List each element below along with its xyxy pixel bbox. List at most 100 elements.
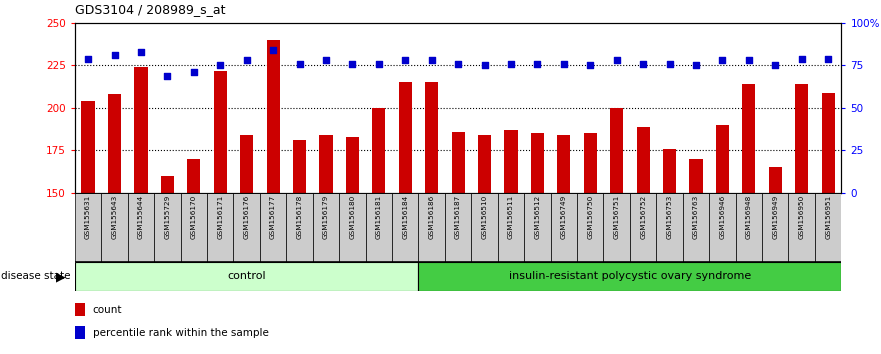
Text: GSM156184: GSM156184	[403, 195, 408, 239]
Text: GSM156187: GSM156187	[455, 195, 461, 239]
Point	[319, 58, 333, 63]
Bar	[101, 193, 128, 262]
Text: GSM156179: GSM156179	[323, 195, 329, 239]
Point	[689, 63, 703, 68]
Bar	[577, 193, 603, 262]
Point	[768, 63, 782, 68]
Point	[610, 58, 624, 63]
Bar	[286, 193, 313, 262]
Bar	[398, 82, 411, 193]
Text: GSM155729: GSM155729	[165, 195, 170, 239]
Point	[266, 47, 280, 53]
Point	[821, 56, 835, 62]
Bar	[583, 133, 597, 193]
Point	[530, 61, 544, 67]
Bar	[418, 193, 445, 262]
Text: GSM155644: GSM155644	[138, 195, 144, 239]
Point	[425, 58, 439, 63]
Bar	[75, 193, 101, 262]
Text: GSM155643: GSM155643	[112, 195, 117, 239]
Bar	[656, 193, 683, 262]
Bar	[373, 108, 386, 193]
Text: disease state: disease state	[1, 272, 70, 281]
Bar	[815, 193, 841, 262]
Text: percentile rank within the sample: percentile rank within the sample	[93, 327, 269, 338]
Bar	[81, 101, 95, 193]
Text: GSM156170: GSM156170	[191, 195, 196, 239]
Bar	[418, 262, 841, 291]
Point	[345, 61, 359, 67]
Bar	[260, 193, 286, 262]
Text: GSM156752: GSM156752	[640, 195, 646, 239]
Bar	[187, 159, 201, 193]
Text: GSM156512: GSM156512	[535, 195, 540, 239]
Bar	[715, 125, 729, 193]
Point	[398, 58, 412, 63]
Bar	[292, 140, 307, 193]
Bar	[498, 193, 524, 262]
Bar	[135, 67, 148, 193]
Bar	[161, 176, 174, 193]
Text: control: control	[227, 272, 266, 281]
Point	[663, 61, 677, 67]
Bar	[471, 193, 498, 262]
Bar	[795, 84, 809, 193]
Text: GSM156753: GSM156753	[667, 195, 672, 239]
Text: GSM156510: GSM156510	[482, 195, 487, 239]
Bar	[530, 133, 544, 193]
Bar	[557, 135, 571, 193]
Bar	[762, 193, 788, 262]
Bar	[742, 84, 756, 193]
Text: GSM156177: GSM156177	[270, 195, 276, 239]
Bar	[75, 326, 85, 339]
Bar	[426, 82, 439, 193]
Text: GSM156749: GSM156749	[561, 195, 566, 239]
Bar	[524, 193, 551, 262]
Point	[107, 52, 122, 58]
Point	[742, 58, 756, 63]
Text: insulin-resistant polycystic ovary syndrome: insulin-resistant polycystic ovary syndr…	[509, 272, 751, 281]
Text: GSM156181: GSM156181	[376, 195, 381, 239]
Point	[504, 61, 518, 67]
Point	[160, 73, 174, 79]
Point	[557, 61, 571, 67]
Text: GSM156750: GSM156750	[588, 195, 593, 239]
Bar	[128, 193, 154, 262]
Bar	[154, 193, 181, 262]
Bar	[709, 193, 736, 262]
Bar	[504, 130, 517, 193]
Bar	[181, 193, 207, 262]
Bar	[736, 193, 762, 262]
Bar	[630, 193, 656, 262]
Text: GSM156946: GSM156946	[720, 195, 725, 239]
Bar	[610, 108, 624, 193]
Point	[240, 58, 254, 63]
Text: GSM156751: GSM156751	[614, 195, 619, 239]
Text: GSM156178: GSM156178	[297, 195, 302, 239]
Point	[292, 61, 307, 67]
Text: GSM156176: GSM156176	[244, 195, 249, 239]
Text: GSM156186: GSM156186	[429, 195, 434, 239]
Bar	[768, 167, 782, 193]
Bar	[240, 135, 254, 193]
Bar	[603, 193, 630, 262]
Bar	[75, 303, 85, 316]
Bar	[313, 193, 339, 262]
Text: GSM156511: GSM156511	[508, 195, 514, 239]
Text: GSM156171: GSM156171	[218, 195, 223, 239]
Bar	[108, 95, 122, 193]
Bar	[319, 135, 332, 193]
Bar	[214, 70, 227, 193]
Text: ▶: ▶	[56, 270, 66, 283]
Text: GSM155631: GSM155631	[85, 195, 91, 239]
Text: GSM156951: GSM156951	[825, 195, 831, 239]
Text: GSM156949: GSM156949	[773, 195, 778, 239]
Bar	[392, 193, 418, 262]
Point	[583, 63, 597, 68]
Bar	[339, 193, 366, 262]
Bar	[75, 262, 418, 291]
Bar	[452, 132, 465, 193]
Bar	[636, 127, 650, 193]
Text: GSM156950: GSM156950	[799, 195, 804, 239]
Point	[372, 61, 386, 67]
